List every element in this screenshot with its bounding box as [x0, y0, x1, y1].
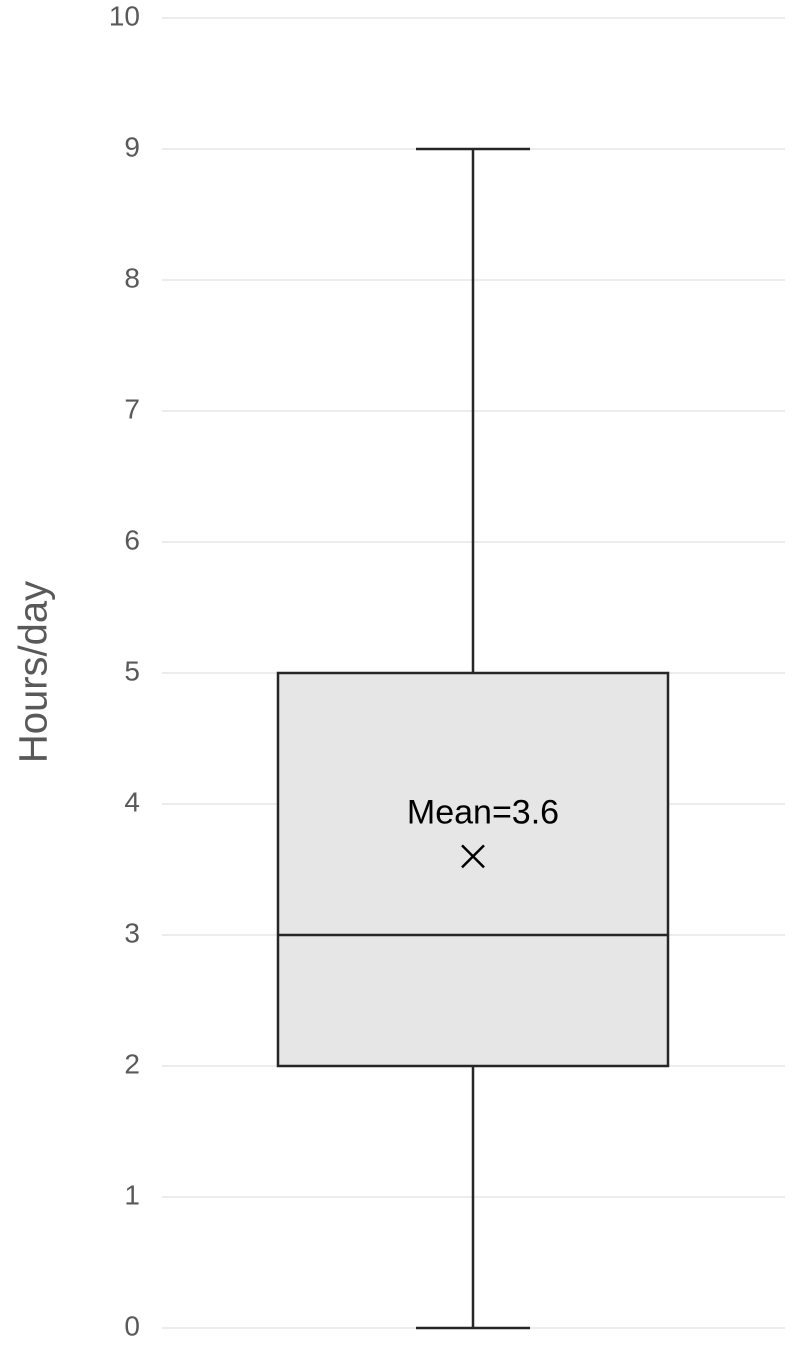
- y-axis-label: Hours/day: [12, 581, 56, 763]
- y-tick-label: 5: [124, 655, 140, 686]
- y-tick-label: 7: [124, 393, 140, 424]
- y-tick-label: 2: [124, 1048, 140, 1079]
- mean-marker: [461, 844, 485, 869]
- y-tick-label: 4: [124, 786, 140, 817]
- y-tick-label: 10: [109, 0, 140, 31]
- mean-label: Mean=3.6: [407, 793, 559, 831]
- y-tick-label: 1: [124, 1179, 140, 1210]
- y-tick-label: 8: [124, 262, 140, 293]
- y-tick-label: 3: [124, 917, 140, 948]
- box: [276, 671, 670, 1068]
- y-tick-label: 0: [124, 1310, 140, 1341]
- y-tick-label: 9: [124, 131, 140, 162]
- y-tick-label: 6: [124, 524, 140, 555]
